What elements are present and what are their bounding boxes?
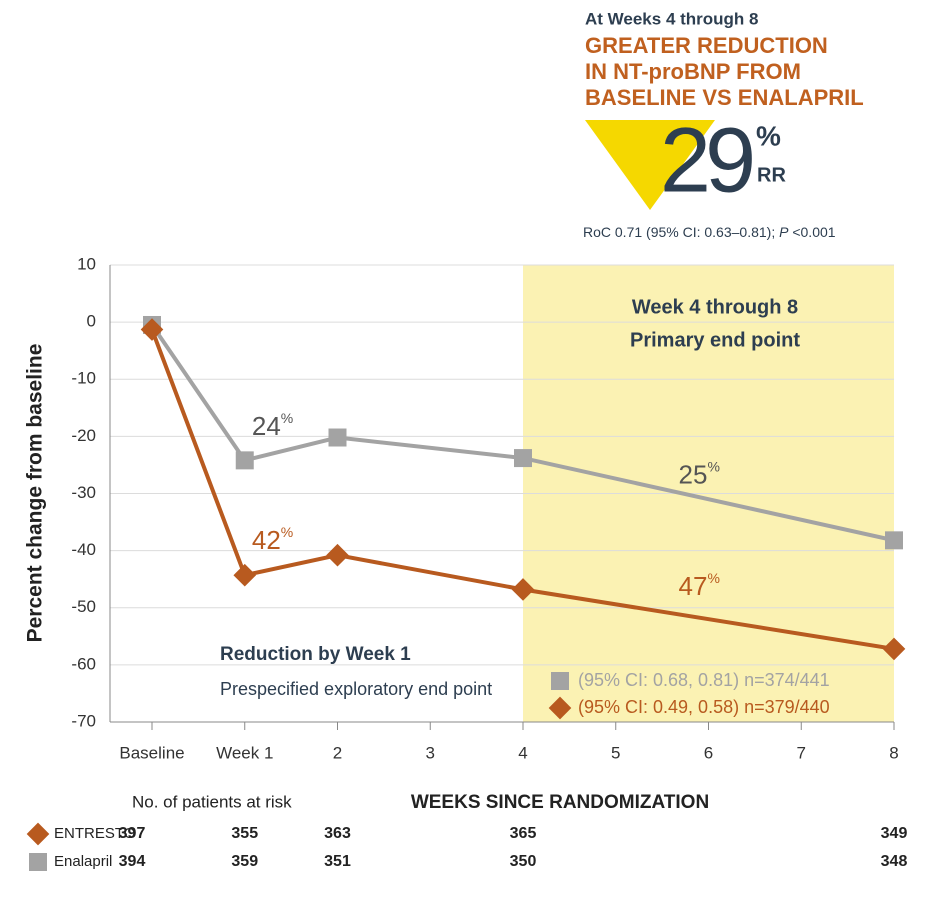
annotation-value: 42	[252, 525, 281, 555]
annotation-unit: %	[707, 458, 719, 474]
annotation-unit: %	[707, 569, 719, 585]
stat-note-part: <0.001	[788, 224, 835, 240]
risk-count: 397	[119, 825, 146, 842]
early-label: Reduction by Week 1	[220, 644, 411, 665]
legend-marker	[551, 672, 569, 690]
x-tick-label: 3	[426, 743, 435, 762]
region-label: Primary end point	[630, 329, 800, 351]
annotation-value: 24	[252, 411, 281, 441]
y-tick-label: -60	[71, 654, 96, 673]
y-tick-label: -30	[71, 483, 96, 502]
risk-count: 365	[510, 825, 537, 842]
marker	[511, 578, 535, 601]
risk-count: 349	[881, 825, 908, 842]
risk-marker	[29, 853, 47, 871]
x-tick-label: 6	[704, 743, 713, 762]
risk-count: 351	[324, 853, 351, 870]
annotation: 25%	[679, 458, 720, 489]
big-unit: %	[756, 120, 781, 151]
annotation-unit: %	[281, 410, 293, 426]
legend-marker	[548, 696, 572, 720]
risk-count: 350	[510, 853, 537, 870]
big-suffix: RR	[757, 164, 786, 186]
y-axis-label: Percent change from baseline	[24, 344, 47, 643]
risk-marker	[26, 822, 50, 846]
marker	[235, 451, 254, 470]
headline: IN NT-proBNP FROM	[585, 59, 801, 84]
marker	[885, 531, 903, 550]
annotation-value: 47	[679, 571, 708, 601]
annotation-value: 25	[679, 459, 708, 489]
y-tick-label: -20	[71, 426, 96, 445]
x-tick-label: 4	[518, 743, 527, 762]
risk-series-name: ENTRESTO	[54, 825, 135, 842]
x-tick-label: Baseline	[119, 743, 184, 762]
annotation: 24%	[252, 410, 293, 441]
annotation: 47%	[679, 569, 720, 600]
y-tick-label: -50	[71, 597, 96, 616]
y-tick-label: -40	[71, 540, 96, 559]
x-tick-label: 8	[889, 743, 898, 762]
marker	[326, 543, 349, 567]
x-tick-label: 5	[611, 743, 620, 762]
x-axis-label: WEEKS SINCE RANDOMIZATION	[411, 792, 709, 813]
headline: GREATER REDUCTION	[585, 33, 828, 58]
y-tick-label: 10	[77, 254, 96, 273]
stat-note-part: P	[779, 224, 789, 240]
kicker: At Weeks 4 through 8	[585, 9, 759, 28]
triangle	[585, 120, 715, 210]
risk-title: No. of patients at risk	[132, 792, 292, 811]
legend-label: (95% CI: 0.68, 0.81) n=374/441	[578, 670, 830, 690]
legend-label: (95% CI: 0.49, 0.58) n=379/440	[578, 697, 830, 717]
risk-count: 359	[231, 853, 258, 870]
stat-note: RoC 0.71 (95% CI: 0.63–0.81); P <0.001	[583, 224, 836, 240]
y-tick-label: 0	[87, 312, 96, 331]
marker	[233, 563, 257, 587]
risk-count: 355	[231, 825, 258, 842]
marker	[328, 428, 347, 447]
marker	[514, 449, 532, 468]
big-number: 29	[660, 109, 752, 211]
x-tick-label: 2	[333, 743, 342, 762]
x-tick-label: Week 1	[216, 743, 273, 762]
marker	[882, 637, 906, 661]
y-tick-label: -10	[71, 369, 96, 388]
risk-count: 348	[881, 853, 908, 870]
x-tick-label: 7	[797, 743, 806, 762]
headline: BASELINE VS ENALAPRIL	[585, 85, 864, 110]
region-label: Week 4 through 8	[632, 296, 798, 318]
stat-note-part: RoC 0.71 (95% CI: 0.63–0.81);	[583, 224, 779, 240]
y-tick-label: -70	[71, 711, 96, 730]
risk-count: 394	[119, 853, 146, 870]
early-label: Prespecified exploratory end point	[220, 679, 492, 699]
risk-count: 363	[324, 825, 351, 842]
risk-series-name: Enalapril	[54, 853, 112, 870]
annotation: 42%	[252, 524, 293, 555]
annotation-unit: %	[281, 524, 293, 540]
